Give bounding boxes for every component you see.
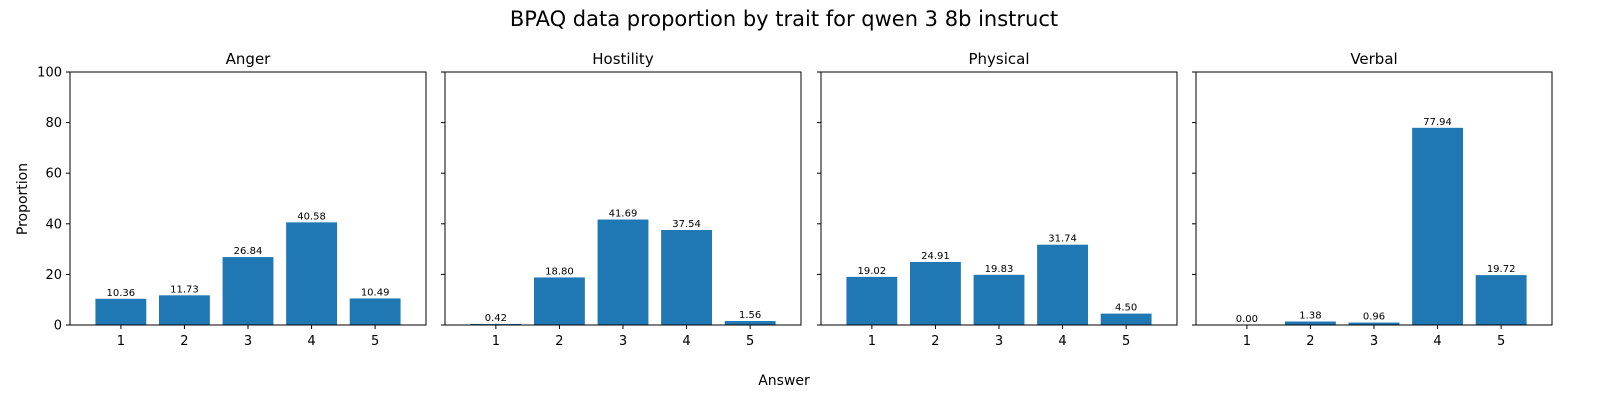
y-tick-label: 0 xyxy=(54,319,62,334)
value-label: 19.72 xyxy=(1487,264,1516,275)
x-tick-label: 1 xyxy=(492,334,500,349)
panel-anger: 10.36 11.73 26.84 40.58 10.49 Anger 1 2 3 4 5 0 20 40… xyxy=(37,50,427,349)
bar-verbal-4 xyxy=(1412,127,1463,325)
value-label: 18.80 xyxy=(545,266,574,277)
bar-hostility-5 xyxy=(724,321,776,325)
value-label: 1.56 xyxy=(739,310,761,321)
value-label: 37.54 xyxy=(672,219,701,230)
bar-anger-3 xyxy=(222,257,274,325)
value-label: 40.58 xyxy=(297,211,326,222)
x-tick-label: 5 xyxy=(1497,334,1505,349)
value-label: 10.36 xyxy=(107,288,136,299)
bar-anger-5 xyxy=(349,298,401,325)
x-tick-label: 1 xyxy=(1243,334,1251,349)
figure-title: BPAQ data proportion by trait for qwen 3… xyxy=(510,7,1058,31)
y-axis-label: Proportion xyxy=(15,163,31,235)
y-tick-label: 40 xyxy=(45,217,62,232)
x-axis-label: Answer xyxy=(758,373,810,389)
x-tick-label: 4 xyxy=(682,334,690,349)
x-tick-label: 2 xyxy=(931,334,939,349)
y-tick-label: 20 xyxy=(45,268,62,283)
bar-anger-4 xyxy=(286,222,337,325)
panel-hostility: 0.42 18.80 41.69 37.54 1.56 Hostility 1 2 3 4 5 xyxy=(441,50,802,349)
value-label: 11.73 xyxy=(170,284,199,295)
value-label: 4.50 xyxy=(1115,303,1137,314)
value-label: 1.38 xyxy=(1299,311,1321,322)
bar-hostility-2 xyxy=(534,277,585,325)
x-tick-label: 1 xyxy=(117,334,125,349)
bar-anger-1 xyxy=(95,298,147,325)
x-tick-label: 4 xyxy=(1058,334,1066,349)
x-tick-label: 2 xyxy=(555,334,563,349)
value-label: 31.74 xyxy=(1048,234,1077,245)
panel-title: Verbal xyxy=(1350,50,1397,68)
bar-physical-2 xyxy=(910,261,961,325)
value-label: 0.42 xyxy=(485,313,507,324)
x-tick-label: 5 xyxy=(1122,334,1130,349)
bar-physical-3 xyxy=(973,274,1025,325)
bar-verbal-5 xyxy=(1475,275,1527,325)
bar-verbal-2 xyxy=(1285,321,1336,325)
value-label: 0.00 xyxy=(1236,314,1258,325)
panel-title: Hostility xyxy=(592,50,654,68)
y-tick-label: 80 xyxy=(45,116,62,131)
x-tick-label: 5 xyxy=(371,334,379,349)
value-label: 0.96 xyxy=(1363,312,1385,323)
x-tick-label: 2 xyxy=(180,334,188,349)
bar-anger-2 xyxy=(159,295,210,325)
bar-hostility-1 xyxy=(470,323,522,325)
value-label: 19.83 xyxy=(985,264,1014,275)
x-tick-label: 4 xyxy=(1433,334,1441,349)
x-tick-label: 3 xyxy=(995,334,1003,349)
y-tick-label: 100 xyxy=(37,66,62,81)
x-tick-label: 3 xyxy=(619,334,627,349)
value-label: 10.49 xyxy=(361,287,390,298)
value-label: 19.02 xyxy=(858,266,887,277)
x-tick-label: 5 xyxy=(746,334,754,349)
value-label: 24.91 xyxy=(921,251,950,262)
x-tick-label: 1 xyxy=(868,334,876,349)
x-tick-label: 3 xyxy=(1370,334,1378,349)
x-tick-label: 4 xyxy=(307,334,315,349)
value-label: 77.94 xyxy=(1423,117,1452,128)
x-tick-label: 3 xyxy=(244,334,252,349)
panel-verbal: 0.00 1.38 0.96 77.94 19.72 Verbal 1 2 3 4 5 xyxy=(1192,50,1553,349)
value-label: 41.69 xyxy=(609,209,638,220)
value-label: 26.84 xyxy=(234,246,263,257)
bar-verbal-3 xyxy=(1348,322,1400,325)
panel-physical: 19.02 24.91 19.83 31.74 4.50 Physical 1 2 3 4 5 xyxy=(817,50,1178,349)
panel-title: Physical xyxy=(968,50,1029,68)
bar-hostility-4 xyxy=(661,230,712,325)
x-tick-label: 2 xyxy=(1306,334,1314,349)
panel-title: Anger xyxy=(226,50,272,68)
bar-physical-5 xyxy=(1100,313,1152,325)
bar-physical-4 xyxy=(1037,244,1088,325)
bar-physical-1 xyxy=(846,276,898,325)
bar-hostility-3 xyxy=(597,219,649,325)
y-tick-label: 60 xyxy=(45,167,62,182)
